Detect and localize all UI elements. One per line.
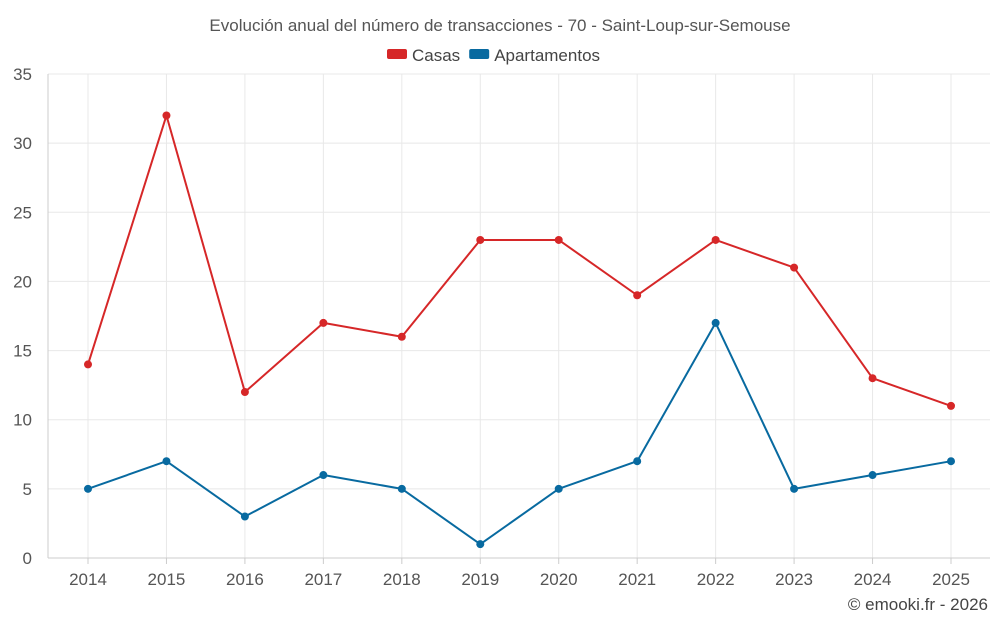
data-point-apartamentos[interactable]: [633, 457, 642, 466]
legend-item-apartamentos[interactable]: Apartamentos: [469, 46, 600, 65]
x-tick-label: 2023: [775, 570, 813, 589]
data-point-casas[interactable]: [711, 235, 720, 244]
legend: Casas Apartamentos: [387, 46, 600, 65]
x-tick-label: 2017: [304, 570, 342, 589]
x-tick-label: 2024: [854, 570, 892, 589]
data-point-apartamentos[interactable]: [84, 484, 92, 493]
data-point-casas[interactable]: [240, 388, 249, 397]
legend-label: Casas: [412, 46, 460, 65]
y-tick-label: 0: [23, 549, 32, 568]
y-tick-label: 10: [13, 411, 32, 430]
data-point-casas[interactable]: [476, 235, 485, 244]
data-point-casas[interactable]: [162, 111, 171, 120]
x-tick-label: 2022: [697, 570, 735, 589]
data-point-apartamentos[interactable]: [162, 457, 171, 466]
x-tick-label: 2021: [618, 570, 656, 589]
x-tick-label: 2016: [226, 570, 264, 589]
series-line-apartamentos: [87, 321, 952, 546]
data-point-apartamentos[interactable]: [240, 512, 249, 521]
legend-label: Apartamentos: [494, 46, 600, 65]
data-point-casas[interactable]: [633, 291, 642, 300]
y-tick-label: 30: [13, 134, 32, 153]
data-point-apartamentos[interactable]: [554, 484, 563, 493]
data-point-apartamentos[interactable]: [868, 471, 877, 480]
legend-swatch: [469, 49, 490, 59]
x-tick-label: 2014: [69, 570, 107, 589]
x-tick-label: 2025: [932, 570, 970, 589]
y-tick-label: 5: [23, 480, 32, 499]
data-point-casas[interactable]: [790, 263, 799, 272]
data-point-apartamentos[interactable]: [790, 484, 799, 493]
data-point-casas[interactable]: [84, 360, 92, 369]
data-point-casas[interactable]: [554, 235, 563, 244]
series: [84, 111, 955, 549]
legend-item-casas[interactable]: Casas: [387, 46, 460, 65]
chart-title: Evolución anual del número de transaccio…: [209, 16, 790, 35]
data-point-casas[interactable]: [397, 332, 406, 341]
data-point-casas[interactable]: [319, 318, 328, 327]
data-point-apartamentos[interactable]: [476, 540, 485, 549]
y-tick-label: 15: [13, 342, 32, 361]
data-point-apartamentos[interactable]: [319, 471, 328, 480]
credit-text: © emooki.fr - 2026: [848, 595, 988, 614]
data-point-apartamentos[interactable]: [947, 457, 955, 466]
y-tick-label: 35: [13, 65, 32, 84]
y-tick-label: 25: [13, 203, 32, 222]
data-point-apartamentos[interactable]: [711, 318, 720, 327]
x-tick-label: 2018: [383, 570, 421, 589]
data-point-apartamentos[interactable]: [397, 484, 406, 493]
data-point-casas[interactable]: [947, 401, 955, 410]
x-tick-label: 2015: [148, 570, 186, 589]
y-tick-label: 20: [13, 272, 32, 291]
x-tick-label: 2020: [540, 570, 578, 589]
series-line-casas: [87, 114, 952, 407]
grid: [48, 73, 990, 559]
x-tick-label: 2019: [461, 570, 499, 589]
legend-swatch: [387, 49, 407, 59]
data-point-casas[interactable]: [868, 374, 877, 383]
